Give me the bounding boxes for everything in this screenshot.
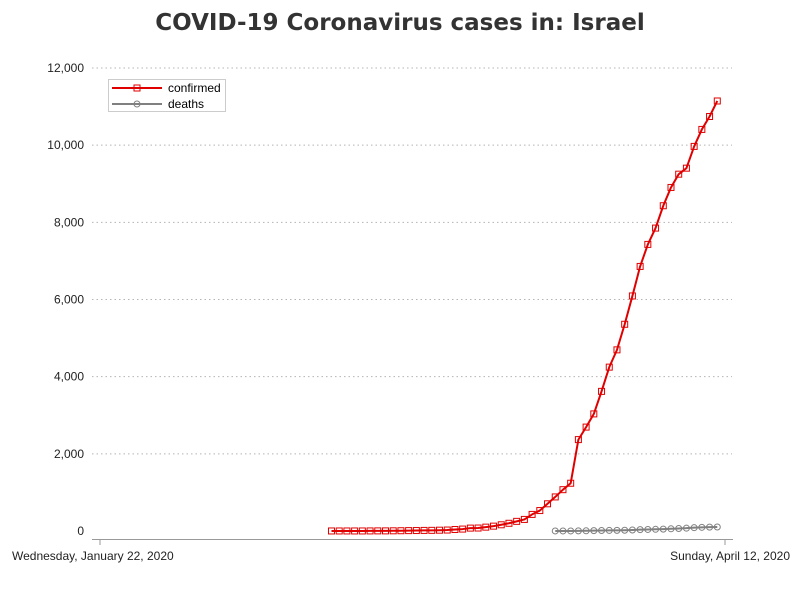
data-point: [682, 524, 690, 532]
y-tick-label: 8,000: [54, 215, 84, 229]
legend-swatch-marker: [133, 84, 141, 92]
y-tick-label: 12,000: [47, 61, 84, 75]
x-tick-label: Wednesday, January 22, 2020: [12, 549, 174, 563]
legend-box: [108, 79, 226, 112]
x-tick-label: Sunday, April 12, 2020: [670, 549, 790, 563]
data-point: [490, 522, 498, 530]
data-point: [713, 97, 721, 105]
data-point: [389, 527, 397, 535]
data-point: [582, 527, 590, 535]
data-point: [636, 526, 644, 534]
data-point: [621, 526, 629, 534]
data-point: [659, 525, 667, 533]
data-point: [621, 320, 629, 328]
data-point: [652, 224, 660, 232]
data-point: [405, 527, 413, 535]
data-point: [513, 517, 521, 525]
data-point: [574, 527, 582, 535]
data-point: [343, 527, 351, 535]
data-point: [351, 527, 359, 535]
data-point: [412, 527, 420, 535]
data-point: [358, 527, 366, 535]
data-point: [598, 527, 606, 535]
data-point: [613, 526, 621, 534]
series-line: [555, 526, 718, 532]
data-point: [667, 525, 675, 533]
data-point: [698, 125, 706, 133]
data-point: [505, 519, 513, 527]
data-point: [397, 527, 405, 535]
data-point: [590, 410, 598, 418]
data-point: [520, 515, 528, 523]
data-point: [644, 525, 652, 533]
series-layer: [327, 97, 721, 535]
data-point: [551, 527, 559, 535]
legend-swatch-marker: [133, 100, 141, 108]
data-point: [374, 527, 382, 535]
data-point: [497, 521, 505, 529]
data-point: [675, 170, 683, 178]
data-point: [551, 493, 559, 501]
legend-label-deaths: deaths: [168, 97, 204, 111]
data-point: [381, 527, 389, 535]
chart-title: COVID-19 Coronavirus cases in: Israel: [155, 10, 645, 36]
data-point: [698, 523, 706, 531]
data-point: [559, 527, 567, 535]
data-point: [366, 527, 374, 535]
data-point: [420, 526, 428, 534]
data-point: [590, 527, 598, 535]
axes: 0 2,000 4,000 6,000 8,000 10,000 12,000 Wednesd…: [12, 61, 790, 563]
data-point: [690, 142, 698, 150]
data-point: [428, 526, 436, 534]
data-point: [644, 240, 652, 248]
data-point: [335, 527, 343, 535]
data-point: [466, 524, 474, 532]
series-confirmed: [327, 97, 721, 535]
data-point: [628, 526, 636, 534]
data-point: [605, 363, 613, 371]
data-point: [474, 524, 482, 532]
data-point: [582, 423, 590, 431]
data-point: [567, 479, 575, 487]
data-point: [482, 523, 490, 531]
legend: confirmed deaths: [108, 79, 226, 112]
y-tick-label: 2,000: [54, 447, 84, 461]
legend-label-confirmed: confirmed: [168, 81, 221, 95]
data-point: [713, 523, 721, 531]
data-point: [559, 486, 567, 494]
y-tick-label: 10,000: [47, 138, 84, 152]
series-line: [331, 100, 719, 532]
data-point: [605, 526, 613, 534]
data-point: [675, 524, 683, 532]
data-point: [613, 346, 621, 354]
data-point: [459, 525, 467, 533]
data-point: [628, 292, 636, 300]
y-tick-label: 0: [77, 524, 84, 538]
data-point: [528, 510, 536, 518]
grid-lines: [92, 67, 732, 455]
data-point: [690, 524, 698, 532]
data-point: [652, 525, 660, 533]
data-point: [567, 527, 575, 535]
data-point: [451, 525, 459, 533]
data-point: [706, 112, 714, 120]
series-deaths: [551, 523, 721, 535]
data-point: [659, 202, 667, 210]
data-point: [574, 436, 582, 444]
data-point: [667, 183, 675, 191]
data-point: [536, 507, 544, 515]
data-point: [706, 523, 714, 531]
y-tick-label: 6,000: [54, 293, 84, 307]
data-point: [436, 526, 444, 534]
data-point: [636, 262, 644, 270]
data-point: [682, 164, 690, 172]
data-point: [598, 387, 606, 395]
y-tick-label: 4,000: [54, 370, 84, 384]
data-point: [443, 526, 451, 534]
data-point: [327, 527, 335, 535]
data-point: [544, 500, 552, 508]
